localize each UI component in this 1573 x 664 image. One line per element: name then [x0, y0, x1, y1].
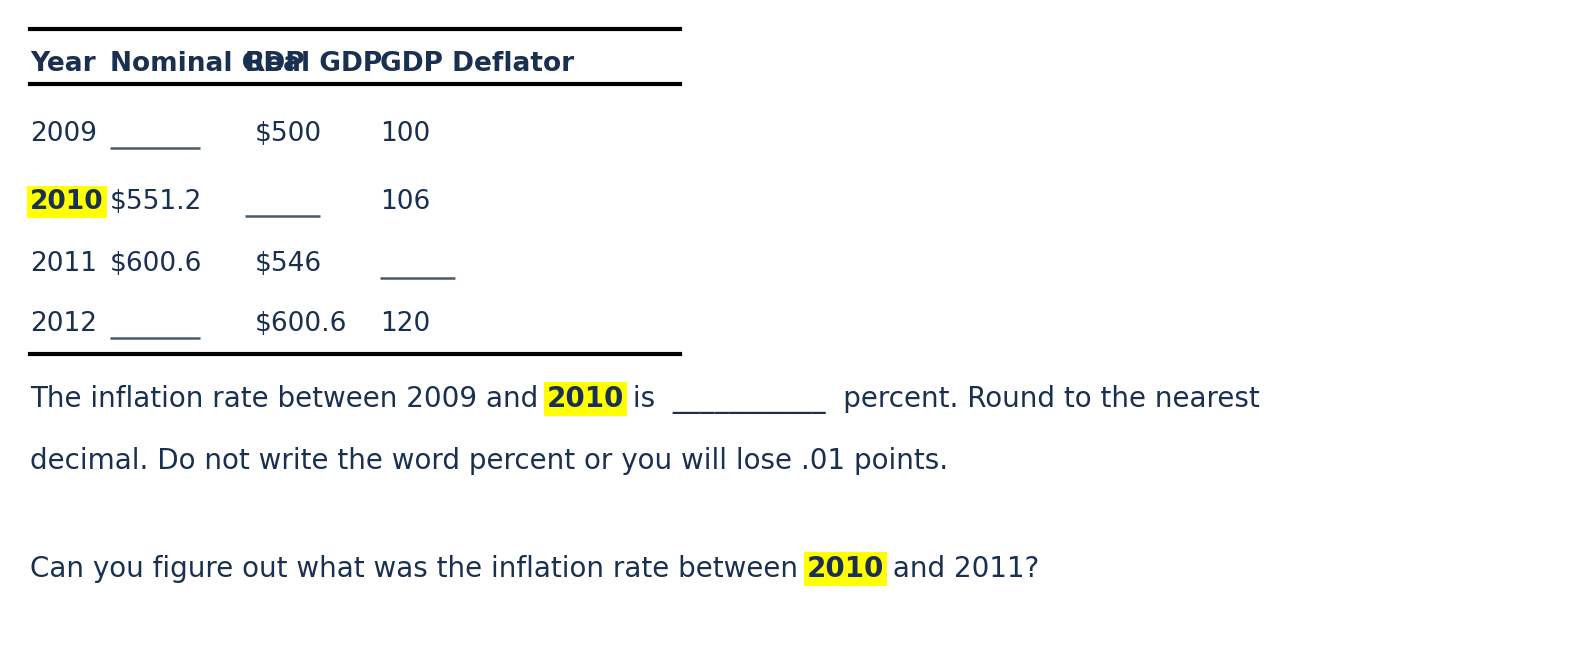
Text: The inflation rate between 2009 and: The inflation rate between 2009 and	[30, 385, 547, 413]
Text: and 2011?: and 2011?	[884, 555, 1040, 583]
Text: 2012: 2012	[30, 311, 98, 337]
Text: 2009: 2009	[30, 121, 98, 147]
Text: GDP Deflator: GDP Deflator	[381, 51, 574, 77]
Text: decimal. Do not write the word percent or you will lose .01 points.: decimal. Do not write the word percent o…	[30, 447, 949, 475]
Text: Can you figure out what was the inflation rate between: Can you figure out what was the inflatio…	[30, 555, 807, 583]
Text: $546: $546	[255, 251, 322, 277]
Text: Nominal GDP: Nominal GDP	[110, 51, 305, 77]
Text: 100: 100	[381, 121, 431, 147]
Text: $551.2: $551.2	[110, 189, 203, 215]
Text: 2011: 2011	[30, 251, 98, 277]
Text: 2010: 2010	[807, 555, 884, 583]
Text: 2010: 2010	[30, 189, 104, 215]
Text: 106: 106	[381, 189, 431, 215]
Text: is  ___________  percent. Round to the nearest: is ___________ percent. Round to the nea…	[624, 384, 1260, 414]
Text: Year: Year	[30, 51, 96, 77]
Text: 2010: 2010	[547, 385, 624, 413]
Text: 120: 120	[381, 311, 431, 337]
Text: $600.6: $600.6	[110, 251, 203, 277]
Text: $500: $500	[255, 121, 322, 147]
Text: $600.6: $600.6	[255, 311, 348, 337]
Text: Real GDP: Real GDP	[245, 51, 382, 77]
